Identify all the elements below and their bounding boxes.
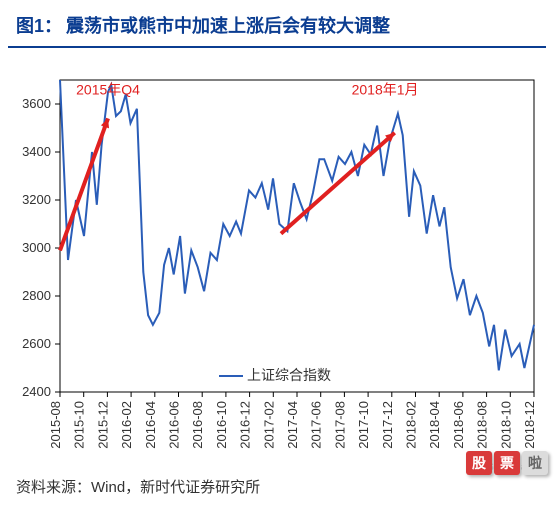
- svg-text:2018-02: 2018-02: [404, 401, 419, 449]
- svg-text:2016-08: 2016-08: [190, 401, 205, 449]
- svg-text:2016-10: 2016-10: [214, 401, 229, 449]
- svg-text:3000: 3000: [22, 240, 51, 255]
- svg-text:2017-10: 2017-10: [356, 401, 371, 449]
- svg-text:2017-08: 2017-08: [332, 401, 347, 449]
- svg-text:3400: 3400: [22, 144, 51, 159]
- svg-text:2018-10: 2018-10: [498, 401, 513, 449]
- svg-text:3200: 3200: [22, 192, 51, 207]
- svg-text:2017-02: 2017-02: [261, 401, 276, 449]
- svg-text:2018-12: 2018-12: [522, 401, 537, 449]
- svg-text:2018年1月: 2018年1月: [352, 81, 419, 97]
- figure-title-row: 图1： 震荡市或熊市中加速上涨后会有较大调整: [8, 8, 546, 46]
- svg-text:3600: 3600: [22, 96, 51, 111]
- svg-text:2017-06: 2017-06: [309, 401, 324, 449]
- svg-text:2800: 2800: [22, 288, 51, 303]
- line-chart: 2400 2600 2800 3000 3200 3400 3600 2015-08 2015-…: [8, 58, 546, 468]
- svg-text:2016-04: 2016-04: [143, 401, 158, 449]
- svg-text:2016-12: 2016-12: [238, 401, 253, 449]
- svg-text:上证综合指数: 上证综合指数: [247, 367, 331, 383]
- svg-text:2400: 2400: [22, 384, 51, 399]
- title-divider: [8, 46, 546, 48]
- svg-text:2017-04: 2017-04: [285, 401, 300, 449]
- svg-text:2600: 2600: [22, 336, 51, 351]
- svg-text:2018-08: 2018-08: [475, 401, 490, 449]
- svg-text:2015年Q4: 2015年Q4: [76, 81, 140, 97]
- figure-title: 震荡市或熊市中加速上涨后会有较大调整: [66, 12, 390, 38]
- svg-text:2015-12: 2015-12: [95, 401, 110, 449]
- svg-text:2016-06: 2016-06: [167, 401, 182, 449]
- svg-text:2015-10: 2015-10: [72, 401, 87, 449]
- figure-container: 图1： 震荡市或熊市中加速上涨后会有较大调整 2400 2600 2800 3000 3…: [0, 0, 554, 509]
- svg-text:2017-12: 2017-12: [380, 401, 395, 449]
- svg-text:2018-04: 2018-04: [427, 401, 442, 449]
- source-text: 资料来源：Wind，新时代证券研究所: [8, 468, 546, 501]
- figure-number: 图1：: [16, 12, 62, 38]
- svg-text:2016-02: 2016-02: [119, 401, 134, 449]
- svg-text:2018-06: 2018-06: [451, 401, 466, 449]
- chart-svg: 2400 2600 2800 3000 3200 3400 3600 2015-08 2015-…: [8, 58, 546, 468]
- svg-text:2015-08: 2015-08: [48, 401, 63, 449]
